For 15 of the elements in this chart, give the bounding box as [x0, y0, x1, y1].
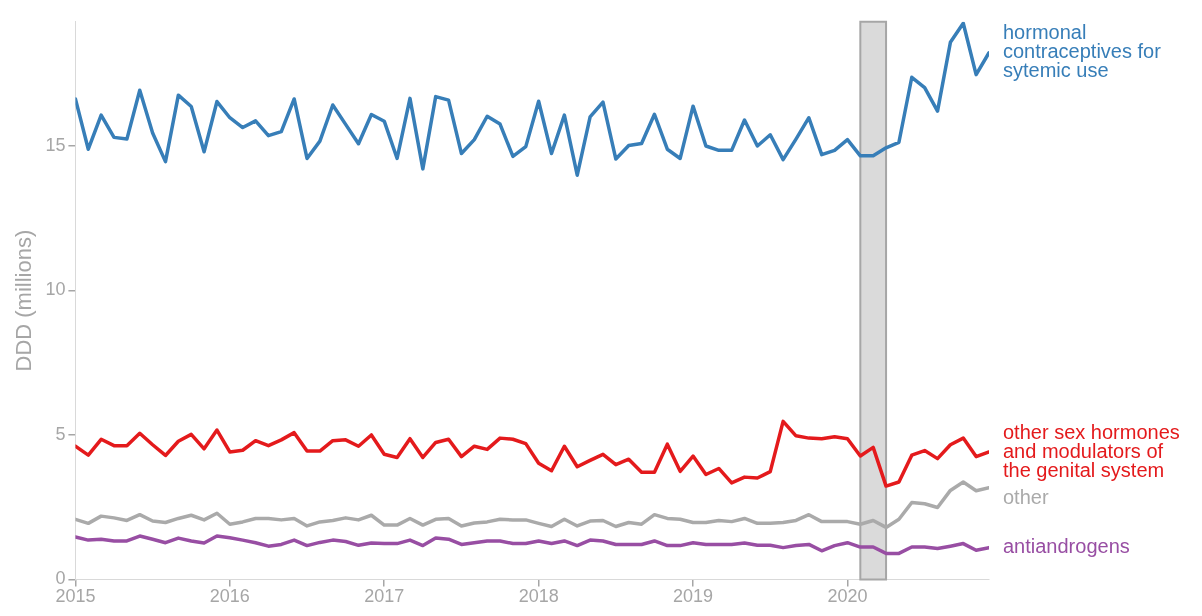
series-label: antiandrogens	[1003, 535, 1130, 558]
x-tick-label: 2018	[518, 586, 559, 607]
x-tick-label: 2015	[55, 586, 96, 607]
x-tick-label: 2019	[673, 586, 714, 607]
series-label: other sex hormones and modulators of the genital system	[1003, 420, 1180, 481]
y-tick-label: 5	[55, 423, 66, 444]
y-axis-title: DDD (millions)	[11, 229, 37, 372]
y-tick-label: 15	[45, 135, 66, 155]
y-tick-label: 10	[45, 279, 66, 300]
x-tick-label: 2016	[209, 586, 250, 607]
y-tick-label: 0	[55, 568, 66, 589]
series-label: hormonal contraceptives for sytemic use	[1003, 21, 1162, 82]
x-tick-label: 2017	[364, 586, 405, 607]
series-label: other	[1003, 485, 1049, 508]
x-tick-label: 2020	[827, 586, 868, 607]
